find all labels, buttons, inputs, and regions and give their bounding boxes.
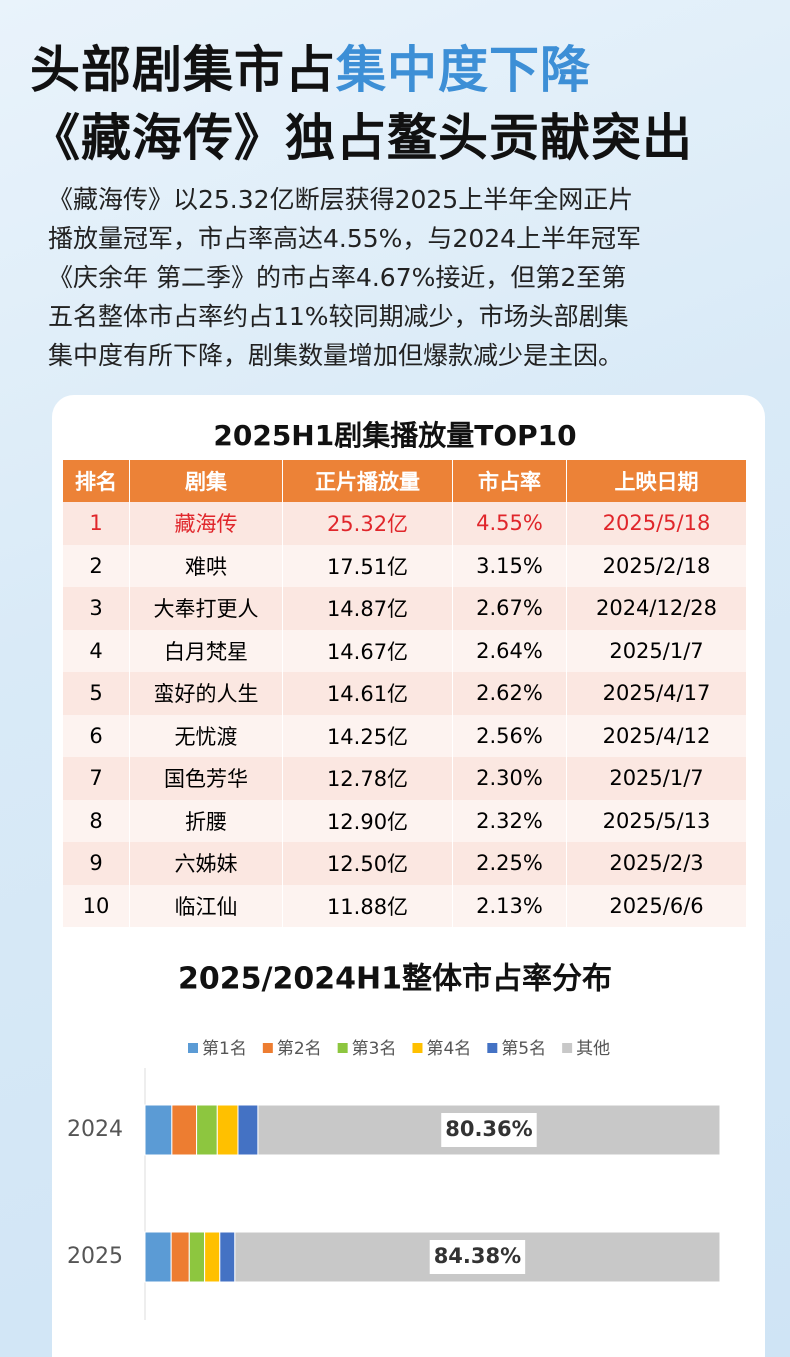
table-row: 7 国色芳华 12.78亿 2.30% 2025/1/7 <box>63 757 747 800</box>
table-cell: 14.61亿 <box>283 672 453 715</box>
table-row: 3 大奉打更人 14.87亿 2.67% 2024/12/28 <box>63 587 747 630</box>
table-cell: 25.32亿 <box>283 502 453 545</box>
table-cell: 2025/4/17 <box>567 672 747 715</box>
table-cell: 2025/4/12 <box>567 714 747 757</box>
table-row: 4 白月梵星 14.67亿 2.64% 2025/1/7 <box>63 629 747 672</box>
table-cell: 国色芳华 <box>130 757 283 800</box>
title-line-1: 头部剧集市占集中度下降 <box>30 30 591 102</box>
table-cell: 2.56% <box>453 714 567 757</box>
table-cell: 6 <box>63 714 130 757</box>
table-cell: 六姊妹 <box>130 842 283 885</box>
header-cell: 正片播放量 <box>283 460 453 502</box>
table-cell: 2025/2/18 <box>567 544 747 587</box>
table-cell: 14.25亿 <box>283 714 453 757</box>
table-cell: 临江仙 <box>130 884 283 927</box>
table-cell: 2025/5/13 <box>567 799 747 842</box>
table-cell: 白月梵星 <box>130 629 283 672</box>
table-cell: 2.25% <box>453 842 567 885</box>
title-highlight: 集中度下降 <box>336 41 591 99</box>
table-cell: 11.88亿 <box>283 884 453 927</box>
title-line-2: 《藏海传》独占鳌头贡献突出 <box>30 109 693 167</box>
intro: 《藏海传》以25.32亿断层获得2025上半年全网正片 播放量冠军，市占率高达4.… <box>48 180 641 375</box>
table-cell: 14.87亿 <box>283 587 453 630</box>
title-part: 头部剧集市占 <box>30 41 336 99</box>
table-cell: 12.90亿 <box>283 799 453 842</box>
table-cell: 3.15% <box>453 544 567 587</box>
header-cell: 市占率 <box>453 460 567 502</box>
table-cell: 7 <box>63 757 130 800</box>
table-cell: 5 <box>63 672 130 715</box>
table-cell: 2025/5/18 <box>567 502 747 545</box>
table-cell: 14.67亿 <box>283 629 453 672</box>
table-header: 排名 剧集 正片播放量 市占率 上映日期 <box>63 460 747 502</box>
table-cell: 2025/2/3 <box>567 842 747 885</box>
table-cell: 12.50亿 <box>283 842 453 885</box>
table-cell: 2 <box>63 544 130 587</box>
table-cell: 4.55% <box>453 502 567 545</box>
table-cell: 2024/12/28 <box>567 587 747 630</box>
table-cell: 2025/6/6 <box>567 884 747 927</box>
intro-line: 五名整体市占率约占11%较同期减少，市场头部剧集 <box>48 302 629 331</box>
table-cell: 2025/1/7 <box>567 757 747 800</box>
table-cell: 藏海传 <box>130 502 283 545</box>
table-cell: 2025/1/7 <box>567 629 747 672</box>
table-cell: 12.78亿 <box>283 757 453 800</box>
intro-line: 《庆余年 第二季》的市占率4.67%接近，但第2至第 <box>48 263 627 292</box>
table: 排名 剧集 正片播放量 市占率 上映日期 1 藏海传 25.32亿 4.55% 2025/5/18… <box>63 460 747 927</box>
table-cell: 折腰 <box>130 799 283 842</box>
table-cell: 大奉打更人 <box>130 587 283 630</box>
table-title: 2025H1剧集播放量TOP10 <box>213 419 577 452</box>
table-row: 10 临江仙 11.88亿 2.13% 2025/6/6 <box>63 884 747 927</box>
table-row: 2 难哄 17.51亿 3.15% 2025/2/18 <box>63 544 747 587</box>
table-row: 8 折腰 12.90亿 2.32% 2025/5/13 <box>63 799 747 842</box>
table-row: 6 无忧渡 14.25亿 2.56% 2025/4/12 <box>63 714 747 757</box>
table-cell: 2.32% <box>453 799 567 842</box>
table-cell: 2.62% <box>453 672 567 715</box>
table-cell: 蛮好的人生 <box>130 672 283 715</box>
table-cell: 3 <box>63 587 130 630</box>
table-cell: 无忧渡 <box>130 714 283 757</box>
intro-line: 播放量冠军，市占率高达4.55%，与2024上半年冠军 <box>48 224 642 253</box>
table-cell: 9 <box>63 842 130 885</box>
header-cell: 上映日期 <box>567 460 747 502</box>
table-row: 1 藏海传 25.32亿 4.55% 2025/5/18 <box>63 502 747 545</box>
table-cell: 17.51亿 <box>283 544 453 587</box>
table-cell: 2.67% <box>453 587 567 630</box>
intro-line: 《藏海传》以25.32亿断层获得2025上半年全网正片 <box>48 185 634 214</box>
header-cell: 排名 <box>63 460 130 502</box>
table-cell: 2.64% <box>453 629 567 672</box>
table-cell: 2.13% <box>453 884 567 927</box>
table-cell: 难哄 <box>130 544 283 587</box>
table-cell: 8 <box>63 799 130 842</box>
table-cell: 10 <box>63 884 130 927</box>
intro-line: 集中度有所下降，剧集数量增加但爆款减少是主因。 <box>48 341 624 370</box>
table-cell: 4 <box>63 629 130 672</box>
header-cell: 剧集 <box>130 460 283 502</box>
table-row: 5 蛮好的人生 14.61亿 2.62% 2025/4/17 <box>63 672 747 715</box>
table-cell: 2.30% <box>453 757 567 800</box>
table-row: 9 六姊妹 12.50亿 2.25% 2025/2/3 <box>63 842 747 885</box>
table-cell: 1 <box>63 502 130 545</box>
